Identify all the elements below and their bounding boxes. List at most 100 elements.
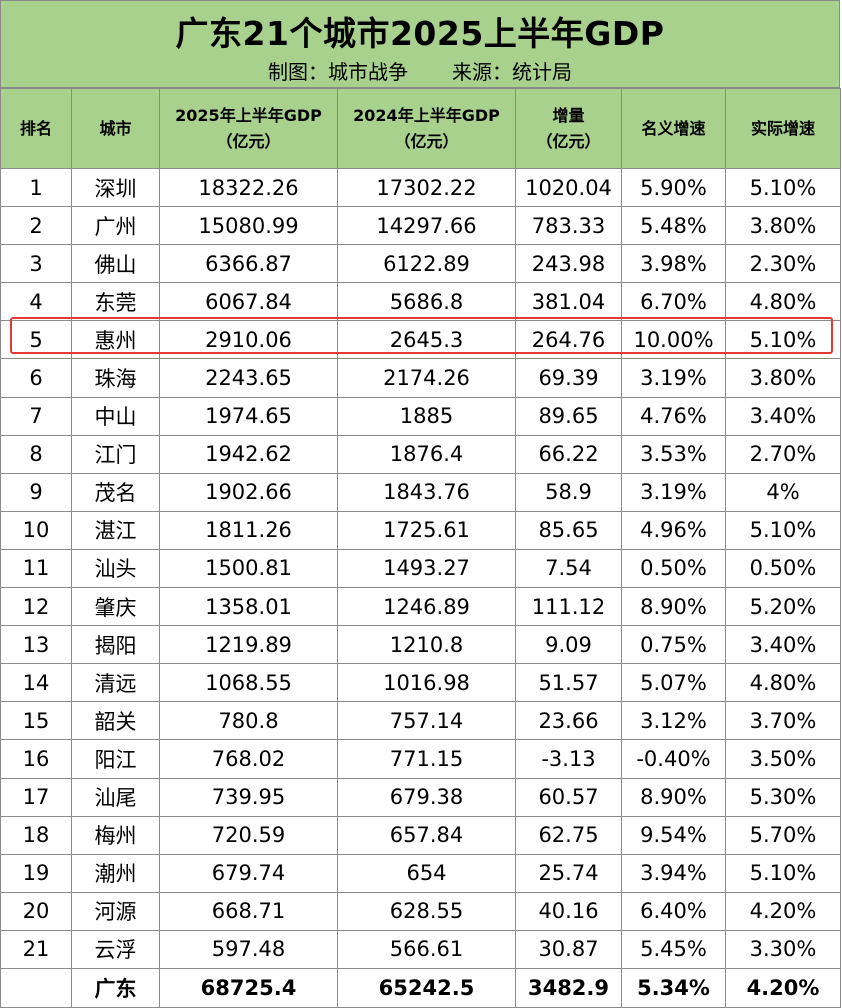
table-cell: 揭阳 xyxy=(71,625,160,665)
table-cell: 1016.98 xyxy=(337,663,516,703)
table-cell: 12 xyxy=(0,587,72,627)
col-header-real-growth: 实际增速 xyxy=(725,88,841,169)
table-row: 10 湛江 1811.26 1725.61 85.65 4.96% 5.10% xyxy=(0,510,841,550)
table-cell: 768.02 xyxy=(159,739,338,779)
table-cell: 3.94% xyxy=(621,853,726,893)
total-cell: 3482.9 xyxy=(515,967,622,1008)
table-cell: 5.20% xyxy=(725,587,841,627)
table-cell: 69.39 xyxy=(515,358,622,398)
table-row: 18 梅州 720.59 657.84 62.75 9.54% 5.70% xyxy=(0,815,841,855)
table-cell: 1876.4 xyxy=(337,434,516,474)
table-cell: 1843.76 xyxy=(337,472,516,512)
table-cell: 3.40% xyxy=(725,625,841,665)
table-cell: 23.66 xyxy=(515,701,622,741)
table-row: 4 东莞 6067.84 5686.8 381.04 6.70% 4.80% xyxy=(0,282,841,322)
col-header-city: 城市 xyxy=(71,88,160,169)
col-header-nominal-growth: 名义增速 xyxy=(621,88,726,169)
table-cell: 1885 xyxy=(337,396,516,436)
table-cell: 4.96% xyxy=(621,510,726,550)
table-cell: 566.61 xyxy=(337,929,516,969)
table-cell: 25.74 xyxy=(515,853,622,893)
table-cell: 2174.26 xyxy=(337,358,516,398)
table-cell: 5686.8 xyxy=(337,282,516,322)
table-cell: 2 xyxy=(0,206,72,246)
table-cell: 1020.04 xyxy=(515,167,622,208)
table-cell: 3.12% xyxy=(621,701,726,741)
table-cell: 0.75% xyxy=(621,625,726,665)
table-cell: 1210.8 xyxy=(337,625,516,665)
table-cell: 14297.66 xyxy=(337,206,516,246)
table-row: 12 肇庆 1358.01 1246.89 111.12 8.90% 5.20% xyxy=(0,587,841,627)
table-cell: 7.54 xyxy=(515,548,622,589)
table-row: 19 潮州 679.74 654 25.74 3.94% 5.10% xyxy=(0,853,841,893)
table-cell: 佛山 xyxy=(71,244,160,284)
table-cell: 0.50% xyxy=(621,548,726,589)
maker-credit: 制图：城市战争 xyxy=(268,60,408,84)
total-cell: 5.34% xyxy=(621,967,726,1008)
table-cell: 汕尾 xyxy=(71,777,160,817)
table-cell: 5.48% xyxy=(621,206,726,246)
table-cell: 中山 xyxy=(71,396,160,436)
table-cell: 6122.89 xyxy=(337,244,516,284)
table-cell: 11 xyxy=(0,548,72,589)
table-cell: 668.71 xyxy=(159,891,338,931)
col-header-increment: 增量 （亿元） xyxy=(515,88,622,169)
table-cell: 湛江 xyxy=(71,510,160,550)
table-cell: 9.54% xyxy=(621,815,726,855)
source-credit: 来源：统计局 xyxy=(452,60,572,84)
table-cell: 3.80% xyxy=(725,358,841,398)
table-cell: 18322.26 xyxy=(159,167,338,208)
table-cell: 5.90% xyxy=(621,167,726,208)
table-cell: 4% xyxy=(725,472,841,512)
table-cell: 19 xyxy=(0,853,72,893)
table-cell: 云浮 xyxy=(71,929,160,969)
table-cell: 13 xyxy=(0,625,72,665)
table-cell: 15 xyxy=(0,701,72,741)
table-cell: 4.80% xyxy=(725,282,841,322)
title-banner: 广东21个城市2025上半年GDP 制图：城市战争 来源：统计局 xyxy=(0,0,840,88)
table-cell: 5.45% xyxy=(621,929,726,969)
table-cell: 韶关 xyxy=(71,701,160,741)
table-cell: 3.30% xyxy=(725,929,841,969)
table-cell: 264.76 xyxy=(515,320,622,360)
table-cell: 1974.65 xyxy=(159,396,338,436)
table-cell: 597.48 xyxy=(159,929,338,969)
table-cell: 58.9 xyxy=(515,472,622,512)
table-row: 16 阳江 768.02 771.15 -3.13 -0.40% 3.50% xyxy=(0,739,841,779)
table-cell: 783.33 xyxy=(515,206,622,246)
table-cell: 2.70% xyxy=(725,434,841,474)
table-cell: 6.40% xyxy=(621,891,726,931)
total-cell: 广东 xyxy=(71,967,160,1008)
table-cell: 8.90% xyxy=(621,777,726,817)
table-cell: 654 xyxy=(337,853,516,893)
table-cell: 5.70% xyxy=(725,815,841,855)
table-cell: 5.30% xyxy=(725,777,841,817)
table-cell: 6.70% xyxy=(621,282,726,322)
table-cell: 清远 xyxy=(71,663,160,703)
table-cell: 江门 xyxy=(71,434,160,474)
table-cell: 20 xyxy=(0,891,72,931)
table-cell: 16 xyxy=(0,739,72,779)
table-cell: 6067.84 xyxy=(159,282,338,322)
col-header-gdp-2025: 2025年上半年GDP （亿元） xyxy=(159,88,338,169)
table-cell: 51.57 xyxy=(515,663,622,703)
table-cell: 3.19% xyxy=(621,358,726,398)
table-cell: 66.22 xyxy=(515,434,622,474)
col-header-rank: 排名 xyxy=(0,88,72,169)
table-cell: 4.80% xyxy=(725,663,841,703)
table-cell: 1500.81 xyxy=(159,548,338,589)
table-cell: 深圳 xyxy=(71,167,160,208)
table-cell: 2910.06 xyxy=(159,320,338,360)
table-cell: 潮州 xyxy=(71,853,160,893)
table-cell: -0.40% xyxy=(621,739,726,779)
total-cell: 4.20% xyxy=(725,967,841,1008)
total-cell: 65242.5 xyxy=(337,967,516,1008)
table-cell: 惠州 xyxy=(71,320,160,360)
table-cell: 5.07% xyxy=(621,663,726,703)
table-row: 15 韶关 780.8 757.14 23.66 3.12% 3.70% xyxy=(0,701,841,741)
table-cell: 18 xyxy=(0,815,72,855)
table-cell: 21 xyxy=(0,929,72,969)
table-cell: 阳江 xyxy=(71,739,160,779)
table-cell: 8.90% xyxy=(621,587,726,627)
table-cell: 15080.99 xyxy=(159,206,338,246)
